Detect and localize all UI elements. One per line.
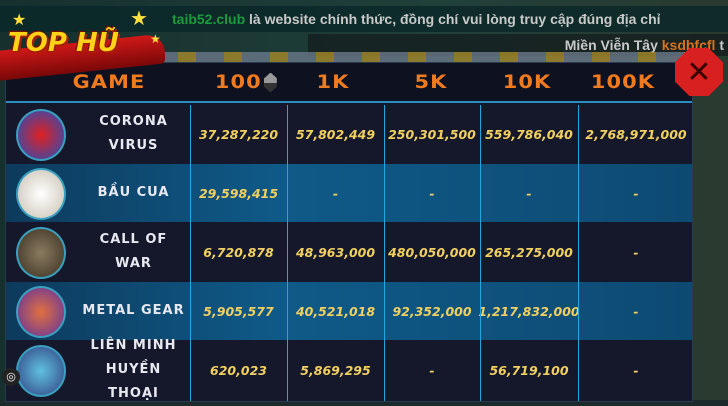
metal-gear-game-icon[interactable]	[16, 286, 66, 338]
jackpot-value: 2,768,971,000	[585, 126, 687, 142]
column-header-100k[interactable]: 100K	[590, 71, 656, 93]
table-header: GAME 100 1K 5K 10K 100K	[6, 63, 692, 103]
jackpot-value: 620,023	[210, 362, 267, 378]
jackpot-value: -	[429, 362, 435, 378]
notice-bar: taib52.club là website chính thức, đồng …	[0, 6, 728, 32]
top-hu-banner: ★ ★ ★ TOP HŨ	[0, 6, 170, 81]
column-divider	[287, 105, 288, 401]
ticker-place: Miền Viễn Tây	[564, 37, 662, 53]
table-row: BẦU CUA 29,598,415 - - - -	[6, 164, 692, 222]
corona-virus-game-icon[interactable]	[16, 109, 66, 161]
jackpot-value: 1,217,832,000	[478, 303, 580, 319]
column-header-10k[interactable]: 10K	[502, 71, 552, 93]
jackpot-value: -	[633, 185, 639, 201]
jackpot-value: -	[332, 185, 339, 201]
sort-icon[interactable]	[263, 72, 278, 93]
column-divider	[480, 105, 481, 401]
column-header-5k[interactable]: 5K	[414, 71, 448, 93]
jackpot-value: 250,301,500	[388, 126, 476, 142]
game-name: BẦU CUA	[97, 185, 170, 200]
star-icon: ★	[12, 10, 27, 29]
site-link[interactable]: taib52.club	[172, 11, 246, 27]
jackpot-value: 57,802,449	[295, 126, 376, 142]
table-row: METAL GEAR 5,905,577 40,521,018 92,352,000 1…	[6, 282, 692, 340]
jackpot-value: -	[633, 244, 639, 260]
jackpot-value: 265,275,000	[485, 244, 573, 260]
jackpot-value: 5,869,295	[300, 362, 371, 378]
jackpot-value: 48,963,000	[295, 244, 376, 260]
jackpot-value: 29,598,415	[198, 185, 279, 201]
table-row: CORONA VIRUS 37,287,220 57,802,449 250,301,…	[6, 105, 692, 163]
jackpot-value: 56,719,100	[489, 362, 569, 378]
column-header-game: GAME	[72, 71, 146, 93]
winner-ticker: Miền Viễn Tây ksdbfcfl t	[308, 34, 728, 56]
ticker-tail: t	[715, 37, 724, 53]
column-header-100-label: 100	[214, 71, 262, 93]
top-hu-table: GAME 100 1K 5K 10K 100K CORONA VIRUS 37,2…	[5, 62, 693, 402]
decorative-stripe	[150, 52, 690, 64]
jackpot-value: -	[429, 185, 435, 201]
jackpot-value: 480,050,000	[388, 244, 476, 260]
jackpot-value: 5,905,577	[203, 303, 274, 319]
bau-cua-game-icon[interactable]	[16, 168, 66, 220]
jackpot-value: 92,352,000	[392, 303, 472, 319]
jackpot-value: 40,521,018	[295, 303, 376, 319]
table-row: LIÊN MINH HUYỀN THOẠI 620,023 5,869,295 - 56…	[6, 338, 692, 401]
notice-text: là website chính thức, đồng chí vui lòng…	[245, 11, 661, 27]
column-header-1k[interactable]: 1K	[316, 71, 350, 93]
table-row: CALL OF WAR 6,720,878 48,963,000 480,050,00…	[6, 223, 692, 281]
close-button[interactable]: ✕	[675, 48, 723, 96]
column-divider	[578, 105, 579, 401]
game-name: CALL OF WAR	[99, 232, 168, 271]
camera-icon[interactable]: ◎	[2, 368, 20, 386]
lien-minh-game-icon[interactable]	[16, 345, 66, 397]
close-icon: ✕	[686, 54, 712, 90]
jackpot-value: -	[526, 185, 532, 201]
column-header-100[interactable]: 100	[197, 71, 296, 93]
jackpot-value: -	[633, 362, 639, 378]
jackpot-value: 37,287,220	[198, 126, 279, 142]
banner-title: TOP HŨ	[8, 28, 119, 58]
jackpot-value: -	[633, 303, 639, 319]
star-icon: ★	[130, 6, 148, 30]
jackpot-value: 6,720,878	[203, 244, 274, 260]
jackpot-value: 559,786,040	[485, 126, 573, 142]
star-icon: ★	[150, 32, 161, 46]
column-divider	[190, 105, 191, 401]
column-divider	[384, 105, 385, 401]
call-of-war-game-icon[interactable]	[16, 227, 66, 279]
game-name: CORONA VIRUS	[99, 114, 168, 153]
game-name: METAL GEAR	[82, 303, 185, 318]
game-name: LIÊN MINH HUYỀN THOẠI	[90, 338, 177, 401]
